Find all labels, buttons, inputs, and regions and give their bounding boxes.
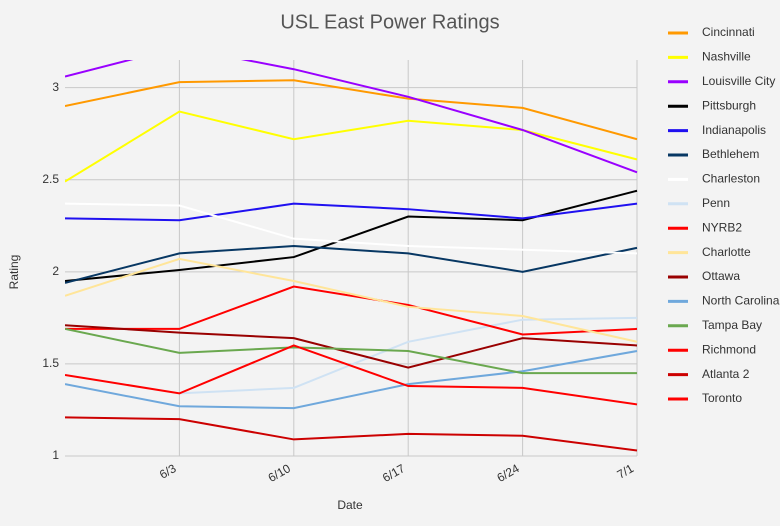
legend-label: Atlanta 2 [702, 367, 750, 381]
series-line [65, 344, 638, 406]
legend-label: Ottawa [702, 269, 740, 283]
legend-label: Richmond [702, 342, 756, 356]
series-line [65, 60, 638, 174]
series-line [65, 202, 638, 222]
legend-label: Cincinnati [702, 25, 755, 39]
series-line [65, 79, 638, 141]
series-line [65, 285, 638, 336]
legend-label: Penn [702, 196, 730, 210]
y-tick-label: 1.5 [42, 356, 59, 370]
legend-label: Nashville [702, 50, 751, 64]
x-tick-label: 6/3 [157, 461, 179, 482]
legend-label: Toronto [702, 391, 742, 405]
legend-label: North Carolina [702, 294, 780, 308]
series-line [65, 327, 637, 375]
series-line [65, 257, 638, 343]
legend-label: Charleston [702, 172, 760, 186]
x-tick-label: 6/10 [266, 461, 294, 485]
y-tick-label: 2 [52, 264, 59, 278]
x-tick-label: 6/17 [380, 461, 408, 485]
legend-label: Bethlehem [702, 147, 759, 161]
series-line [65, 324, 638, 369]
series-line [65, 245, 638, 284]
chart-title: USL East Power Ratings [280, 11, 499, 33]
x-tick-label: 6/24 [494, 461, 522, 485]
legend-label: Indianapolis [702, 123, 766, 137]
x-tick-label: 7/1 [615, 461, 637, 482]
lines [65, 60, 638, 452]
series-line [65, 416, 638, 452]
legend-label: Charlotte [702, 245, 751, 259]
series-line [65, 202, 638, 255]
y-axis-label: Rating [7, 255, 21, 290]
legend-label: Pittsburgh [702, 98, 756, 112]
x-axis-label: Date [337, 498, 363, 512]
legend-label: NYRB2 [702, 220, 742, 234]
y-tick-label: 3 [52, 80, 59, 94]
y-tick-label: 2.5 [42, 172, 59, 186]
grid: 1 1.5 2 2.5 3 6/3 6/10 6/17 6/24 7/1 [42, 60, 638, 485]
series-line [65, 110, 638, 183]
legend-label: Louisville City [702, 74, 775, 88]
legend: Cincinnati Nashville Louisville City Pittsb… [668, 25, 780, 405]
series-line [65, 350, 638, 410]
series-line [179, 316, 638, 395]
legend-label: Tampa Bay [702, 318, 762, 332]
y-tick-label: 1 [52, 448, 59, 462]
